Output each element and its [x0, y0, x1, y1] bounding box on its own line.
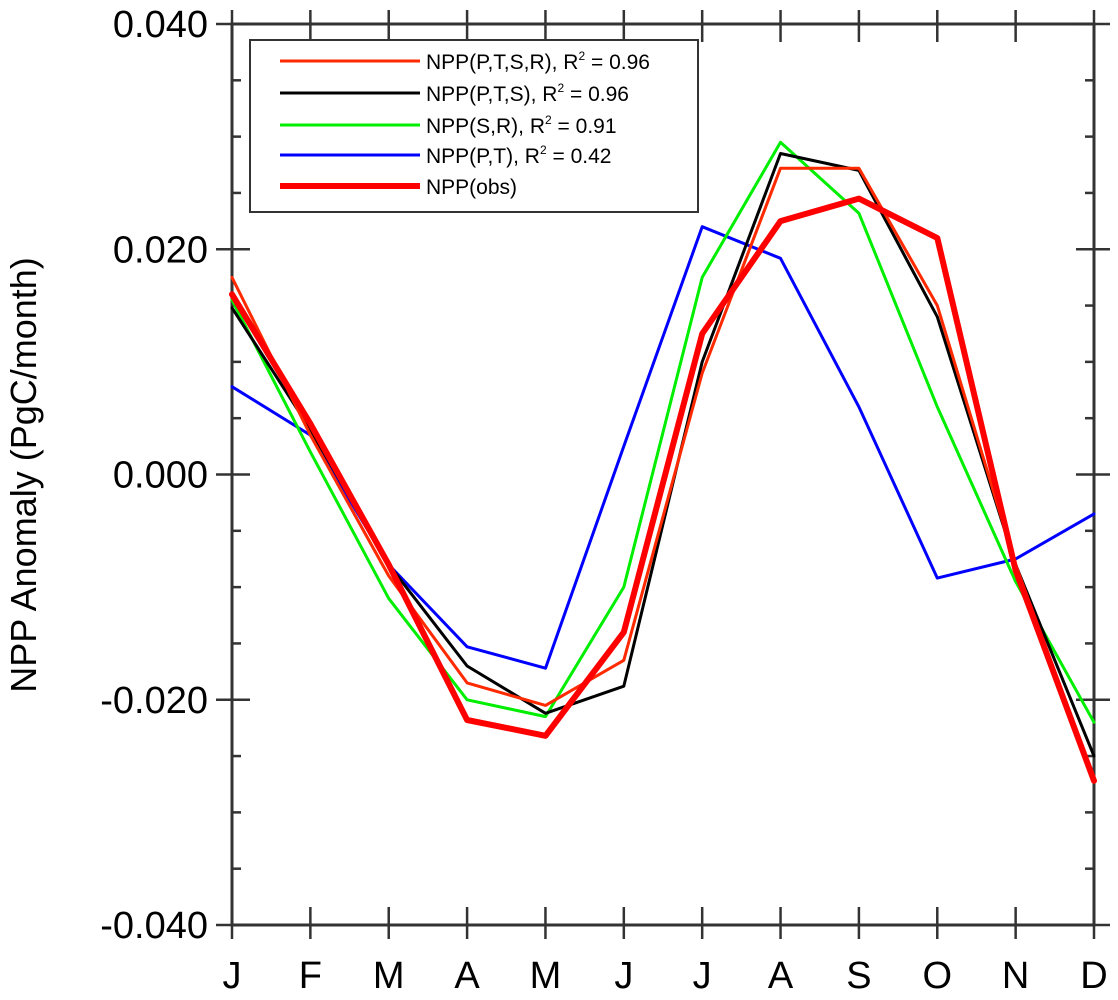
- x-tick-label: N: [1002, 955, 1029, 997]
- y-tick-label: -0.040: [100, 905, 208, 947]
- x-tick-label: J: [614, 955, 633, 997]
- y-axis-tick-labels: -0.040 -0.020 0.000 0.020 0.040: [100, 4, 208, 947]
- series-line: [230, 225, 1096, 670]
- legend-entry-label: NPP(obs): [426, 176, 517, 199]
- x-tick-label: J: [223, 955, 242, 997]
- x-tick-label: F: [299, 955, 322, 997]
- x-tick-label: A: [454, 955, 480, 997]
- y-tick-label: 0.040: [113, 4, 208, 46]
- x-tick-label: D: [1080, 955, 1107, 997]
- x-tick-label: J: [693, 955, 712, 997]
- y-tick-label: -0.020: [100, 680, 208, 722]
- legend-entry-label: NPP(P,T), R2 = 0.42: [426, 143, 611, 168]
- series-line: [230, 152, 1096, 758]
- legend: NPP(P,T,S,R), R2 = 0.96 NPP(P,T,S), R2 = …: [249, 39, 699, 213]
- x-tick-label: A: [768, 955, 794, 997]
- series-line: [230, 140, 1096, 724]
- y-tick-label: 0.020: [113, 229, 208, 271]
- x-tick-label: M: [373, 955, 405, 997]
- series-line: [230, 166, 1096, 781]
- y-axis-label: NPP Anomaly (PgC/month): [3, 257, 44, 693]
- y-tick-label: 0.000: [113, 455, 208, 497]
- legend-entry-label: NPP(P,T,S,R), R2 = 0.96: [426, 49, 650, 74]
- legend-entry-label: NPP(P,T,S), R2 = 0.96: [426, 81, 629, 106]
- legend-entry-label: NPP(S,R), R2 = 0.91: [426, 113, 617, 138]
- x-tick-label: O: [922, 955, 952, 997]
- x-tick-label: M: [530, 955, 562, 997]
- series-line: [229, 195, 1097, 784]
- x-tick-label: S: [846, 955, 871, 997]
- series-lines: [229, 140, 1097, 784]
